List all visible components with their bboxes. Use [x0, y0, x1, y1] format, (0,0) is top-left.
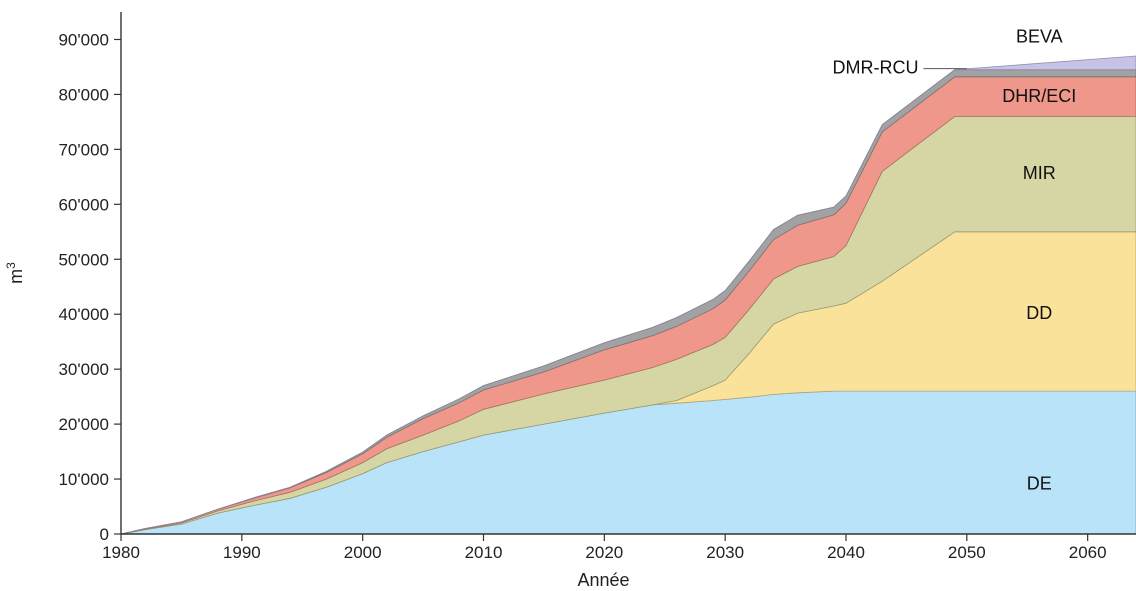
y-tick-label: 0 — [100, 525, 109, 544]
y-tick-label: 50'000 — [58, 250, 109, 269]
label-dhr-eci: DHR/ECI — [1002, 86, 1076, 106]
y-axis-title-superscript: 3 — [4, 262, 18, 269]
y-tick-label: 10'000 — [58, 470, 109, 489]
series-labels: DE DD MIR DHR/ECI DMR-RCU BEVA — [833, 27, 1077, 494]
x-tick-label: 2000 — [344, 543, 382, 562]
y-tick-label: 80'000 — [58, 85, 109, 104]
label-dmr-rcu: DMR-RCU — [833, 57, 919, 77]
x-tick-label: 2010 — [465, 543, 503, 562]
x-axis-ticks: 1980 1990 2000 2010 2020 2030 2040 2050 2060 — [102, 534, 1107, 562]
label-beva: BEVA — [1016, 27, 1063, 47]
x-tick-label: 1980 — [102, 543, 140, 562]
y-axis-title-base: m — [6, 269, 26, 284]
y-tick-label: 40'000 — [58, 305, 109, 324]
y-tick-label: 90'000 — [58, 30, 109, 49]
area-beva — [120, 55, 1136, 535]
x-tick-label: 2060 — [1069, 543, 1107, 562]
label-mir: MIR — [1023, 163, 1056, 183]
x-tick-label: 2020 — [585, 543, 623, 562]
y-axis-ticks: 0 10'000 20'000 30'000 40'000 50'000 60'000 70'… — [58, 30, 121, 544]
x-tick-label: 2040 — [827, 543, 865, 562]
y-axis-title: m3 — [4, 262, 26, 284]
y-tick-label: 70'000 — [58, 140, 109, 159]
axes: 1980 1990 2000 2010 2020 2030 2040 2050 2060 0 10… — [58, 12, 1136, 562]
x-tick-label: 2050 — [948, 543, 986, 562]
y-tick-label: 20'000 — [58, 415, 109, 434]
label-dd: DD — [1026, 303, 1052, 323]
area-layers — [120, 55, 1136, 535]
x-axis-title: Année — [577, 570, 629, 590]
area-de — [120, 390, 1136, 535]
label-de: DE — [1027, 473, 1052, 493]
y-tick-label: 30'000 — [58, 360, 109, 379]
x-tick-label: 2030 — [706, 543, 744, 562]
y-tick-label: 60'000 — [58, 195, 109, 214]
x-tick-label: 1990 — [223, 543, 261, 562]
